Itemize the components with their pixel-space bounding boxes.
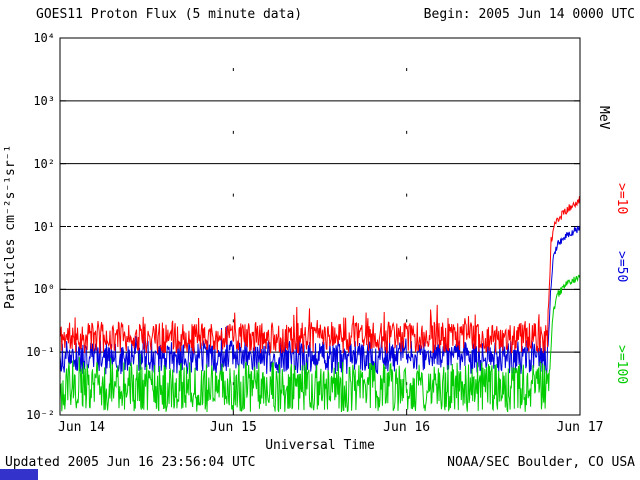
y-tick-label: 10¹: [33, 219, 55, 234]
x-tick-label: Jun 14: [58, 420, 105, 435]
x-tick-label: Jun 15: [209, 420, 257, 435]
y-tick-label: 10³: [33, 93, 55, 108]
series-line-ge50: [59, 225, 581, 376]
plot-frame: [59, 37, 581, 416]
y-tick-label: 10⁰: [33, 282, 55, 297]
series-label-ge100: >=100: [614, 345, 629, 385]
series-line-ge100: [59, 274, 581, 413]
begin-time-label: Begin: 2005 Jun 14 0000 UTC: [423, 7, 635, 22]
right-axis-unit-label: MeV: [596, 106, 611, 130]
y-tick-label: 10²: [33, 156, 55, 171]
updated-timestamp: Updated 2005 Jun 16 23:56:04 UTC: [5, 455, 256, 470]
series-line-ge10: [59, 195, 581, 355]
chart-title: GOES11 Proton Flux (5 minute data): [36, 7, 303, 22]
source-credit: NOAA/SEC Boulder, CO USA: [447, 455, 635, 470]
y-tick-label: 10⁻¹: [26, 345, 55, 360]
bottom-left-badge: [0, 469, 38, 480]
series-label-ge10: >=10: [614, 183, 629, 215]
x-tick-label: Jun 16: [383, 420, 431, 435]
x-tick-label: Jun 17: [556, 420, 604, 435]
y-tick-label: 10⁴: [33, 31, 55, 45]
series-label-ge50: >=50: [614, 251, 629, 283]
y-tick-label: 10⁻²: [26, 408, 55, 422]
x-axis-title: Universal Time: [265, 438, 375, 453]
